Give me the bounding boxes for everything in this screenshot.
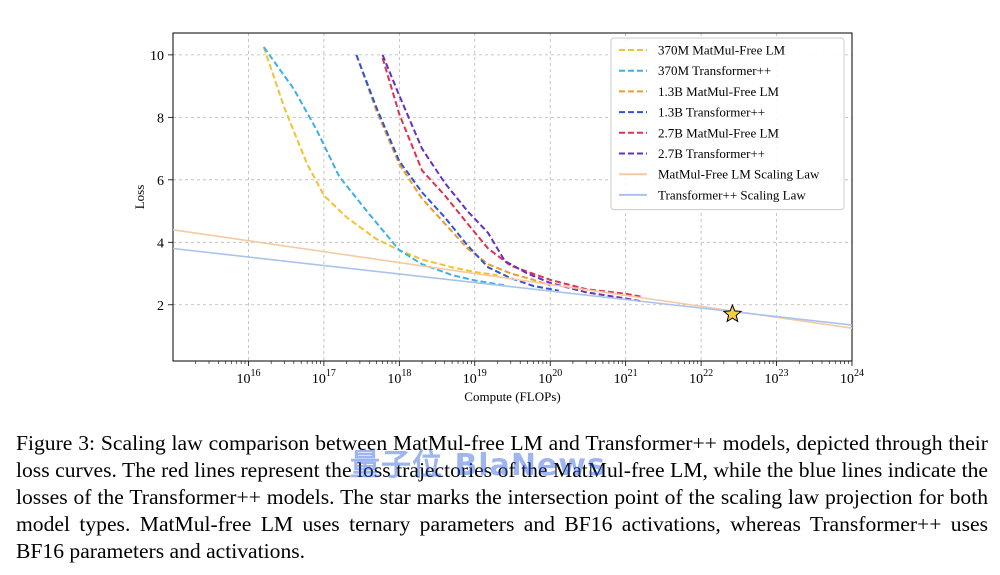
series-line-370m-transformer- xyxy=(262,46,505,287)
legend-label: 1.3B Transformer++ xyxy=(658,105,765,120)
y-tick-label: 6 xyxy=(157,174,164,189)
series-line-transformer-scaling-law xyxy=(173,247,852,326)
legend-label: 1.3B MatMul-Free LM xyxy=(658,84,779,99)
series-line-2-7b-matmul-free-lm xyxy=(381,57,644,298)
legend-label: 370M MatMul-Free LM xyxy=(658,43,786,58)
x-tick-label: 1020 xyxy=(538,368,562,387)
legend-label: 2.7B MatMul-Free LM xyxy=(658,125,779,140)
legend-label: 370M Transformer++ xyxy=(658,63,771,78)
x-tick-label: 1022 xyxy=(689,368,713,387)
legend-label: 2.7B Transformer++ xyxy=(658,146,765,161)
x-tick-label: 1023 xyxy=(765,368,789,387)
x-tick-label: 1016 xyxy=(236,368,260,387)
scaling-law-figure: 1016 1017 1018 1019 1020 1021 1022 1023 1024 2 4 6 8… xyxy=(132,32,864,404)
x-tick-label: 1024 xyxy=(840,368,864,387)
legend-box xyxy=(610,37,845,211)
plot-frame xyxy=(172,32,853,362)
x-axis-label: Compute (FLOPs) xyxy=(464,389,560,404)
x-tick-label: 1018 xyxy=(387,368,411,387)
y-tick-label: 4 xyxy=(157,236,164,251)
x-tick-label: 1017 xyxy=(312,368,336,387)
y-axis-label: Loss xyxy=(132,185,147,210)
intersection-star-marker xyxy=(722,303,743,323)
series-line-1-3b-matmul-free-lm xyxy=(355,54,551,287)
loss-vs-compute-chart: 1016 1017 1018 1019 1020 1021 1022 1023 1024 2 4 6 8… xyxy=(132,32,864,404)
legend-label: Transformer++ Scaling Law xyxy=(658,187,806,202)
figure-caption: Figure 3: Scaling law comparison between… xyxy=(16,431,988,563)
y-tick-label: 8 xyxy=(157,111,164,126)
series-line-2-7b-transformer- xyxy=(381,54,644,303)
y-tick-label: 2 xyxy=(157,299,164,314)
series-line-1-3b-transformer- xyxy=(355,54,559,292)
legend-label: MatMul-Free LM Scaling Law xyxy=(658,167,820,182)
y-tick-label: 10 xyxy=(150,49,164,64)
x-tick-label: 1019 xyxy=(463,368,487,387)
x-tick-label: 1021 xyxy=(614,368,638,387)
series-line-370m-matmul-free-lm xyxy=(262,46,498,277)
